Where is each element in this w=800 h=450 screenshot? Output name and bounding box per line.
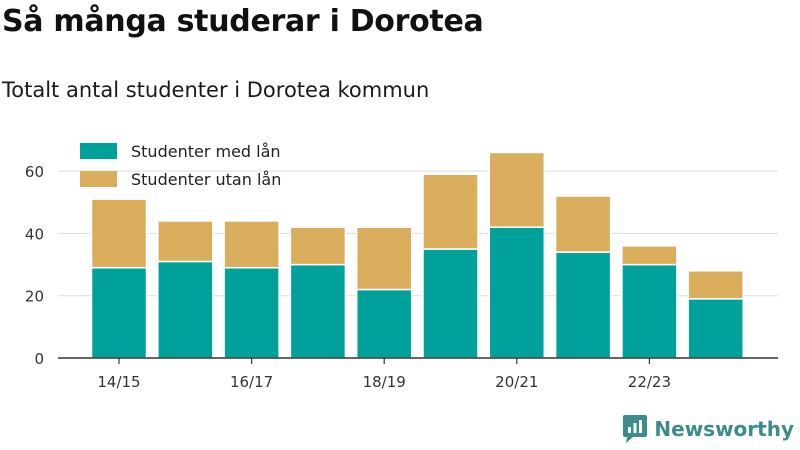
newsworthy-logo-icon (623, 415, 648, 443)
bar-segment (223, 220, 280, 269)
y-tick-label: 40 (25, 225, 44, 243)
bar-segment (687, 270, 744, 300)
x-tick-label: 22/23 (628, 373, 671, 391)
bar-segment (621, 263, 678, 359)
x-tick-label: 14/15 (97, 373, 140, 391)
bar-segment (355, 226, 413, 291)
legend-label: Studenter utan lån (131, 170, 281, 189)
brand-name: Newsworthy (654, 417, 794, 441)
bar-segment (422, 248, 479, 359)
bar-segment (223, 266, 280, 359)
chart-subtitle: Totalt antal studenter i Dorotea kommun (2, 78, 430, 102)
legend-label: Studenter med lån (131, 142, 281, 161)
y-tick-label: 0 (34, 350, 44, 368)
x-tick-label: 16/17 (230, 373, 273, 391)
x-tick-label: 18/19 (363, 373, 406, 391)
bar-segment (355, 288, 413, 359)
bar-segment (621, 245, 678, 266)
bar-segment (157, 220, 214, 263)
bar-segment (422, 173, 479, 250)
bar-segment (289, 226, 347, 266)
y-tick-label: 20 (25, 288, 44, 306)
bar-segment (90, 198, 148, 269)
bar-segment (554, 251, 612, 359)
chart-title: Så många studerar i Dorotea (2, 4, 484, 39)
y-tick-label: 60 (25, 163, 44, 181)
legend-swatch (80, 171, 117, 187)
x-tick-label: 20/21 (495, 373, 538, 391)
legend-swatch (80, 143, 117, 159)
bar-segment (687, 298, 744, 359)
bar-segment (90, 266, 148, 359)
brand: Newsworthy (622, 414, 794, 444)
bar-segment (488, 151, 546, 228)
bar-segment (157, 260, 214, 359)
bar-segment (488, 226, 546, 359)
bar-segment (289, 263, 347, 359)
bar-segment (554, 195, 612, 253)
